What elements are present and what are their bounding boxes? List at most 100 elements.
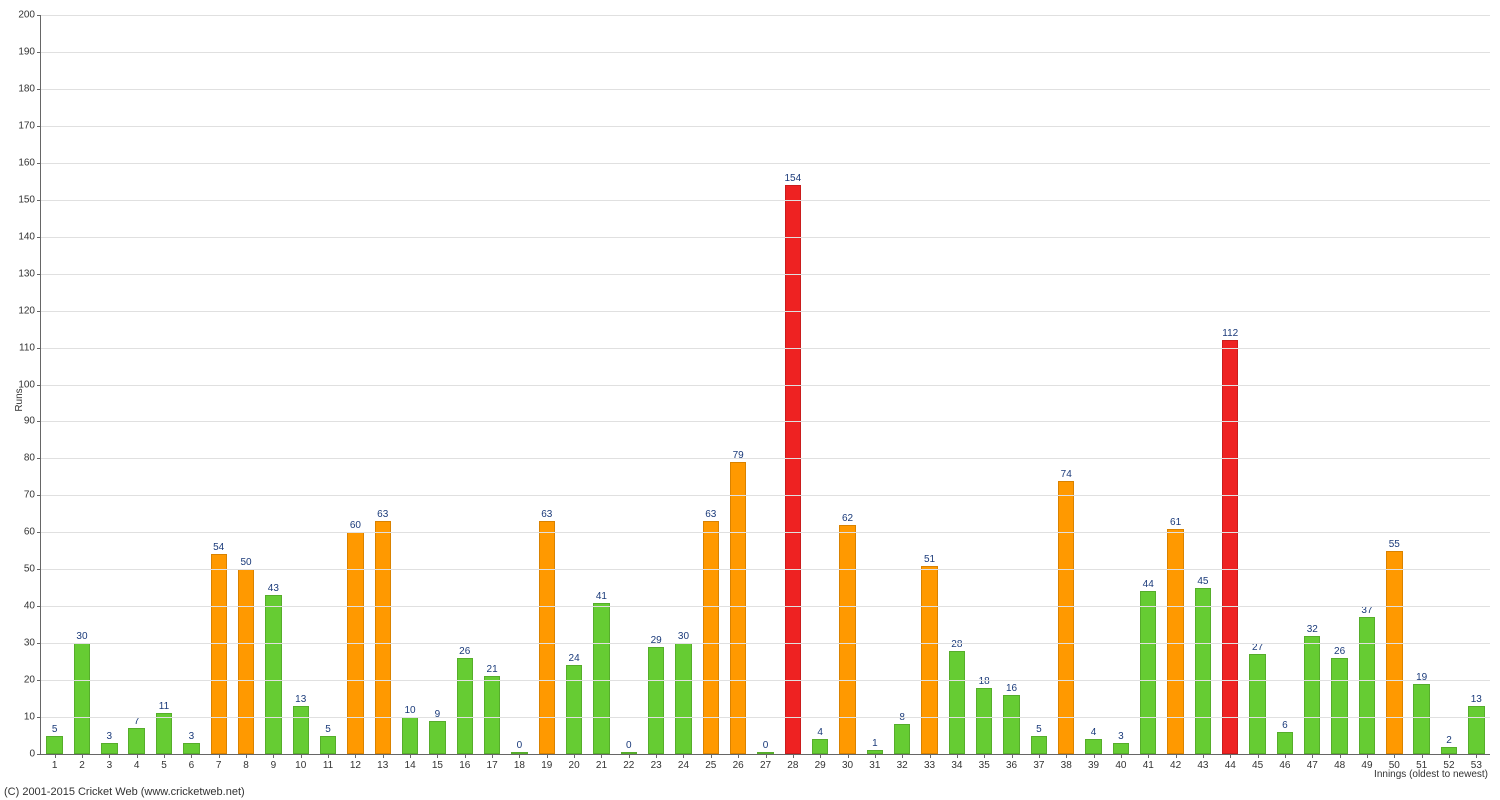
x-tick-mark bbox=[711, 754, 712, 758]
bar-value-label: 4 bbox=[817, 727, 823, 738]
x-tick-mark bbox=[766, 754, 767, 758]
y-tick-label: 90 bbox=[24, 416, 41, 427]
x-tick-mark bbox=[273, 754, 274, 758]
x-tick-mark bbox=[1258, 754, 1259, 758]
x-tick-mark bbox=[1148, 754, 1149, 758]
x-tick-mark bbox=[1121, 754, 1122, 758]
bar-value-label: 61 bbox=[1170, 517, 1181, 528]
x-tick-label: 35 bbox=[979, 760, 990, 771]
x-tick-label: 1 bbox=[52, 760, 58, 771]
bar: 10 bbox=[402, 717, 418, 754]
bar: 2 bbox=[1441, 747, 1457, 754]
x-tick-mark bbox=[519, 754, 520, 758]
gridline bbox=[41, 89, 1490, 90]
bar-value-label: 60 bbox=[350, 520, 361, 531]
bar: 11 bbox=[156, 713, 172, 754]
bar: 5 bbox=[46, 736, 62, 754]
x-tick-mark bbox=[902, 754, 903, 758]
x-tick-label: 2 bbox=[79, 760, 85, 771]
bar: 112 bbox=[1222, 340, 1238, 754]
y-tick-label: 30 bbox=[24, 638, 41, 649]
bar-value-label: 0 bbox=[763, 740, 769, 751]
bar-value-label: 30 bbox=[76, 631, 87, 642]
bar-value-label: 74 bbox=[1061, 469, 1072, 480]
x-tick-label: 45 bbox=[1252, 760, 1263, 771]
y-tick-label: 20 bbox=[24, 675, 41, 686]
y-tick-label: 40 bbox=[24, 601, 41, 612]
x-tick-label: 4 bbox=[134, 760, 140, 771]
x-tick-mark bbox=[1422, 754, 1423, 758]
x-tick-mark bbox=[383, 754, 384, 758]
bar: 45 bbox=[1195, 588, 1211, 754]
bar-value-label: 26 bbox=[1334, 646, 1345, 657]
x-tick-mark bbox=[164, 754, 165, 758]
bar: 24 bbox=[566, 665, 582, 754]
bar-value-label: 44 bbox=[1143, 579, 1154, 590]
bar-value-label: 0 bbox=[626, 740, 632, 751]
bar: 55 bbox=[1386, 551, 1402, 754]
bar-value-label: 6 bbox=[1282, 720, 1288, 731]
bar-value-label: 26 bbox=[459, 646, 470, 657]
x-tick-mark bbox=[848, 754, 849, 758]
bar: 16 bbox=[1003, 695, 1019, 754]
x-tick-mark bbox=[930, 754, 931, 758]
x-tick-label: 20 bbox=[569, 760, 580, 771]
x-tick-mark bbox=[820, 754, 821, 758]
x-tick-label: 22 bbox=[623, 760, 634, 771]
bar: 4 bbox=[1085, 739, 1101, 754]
bar-value-label: 9 bbox=[435, 709, 441, 720]
x-tick-mark bbox=[738, 754, 739, 758]
x-tick-label: 33 bbox=[924, 760, 935, 771]
bar-value-label: 0 bbox=[517, 740, 523, 751]
gridline bbox=[41, 717, 1490, 718]
gridline bbox=[41, 606, 1490, 607]
x-tick-label: 21 bbox=[596, 760, 607, 771]
bar: 18 bbox=[976, 688, 992, 755]
bar-value-label: 55 bbox=[1389, 539, 1400, 550]
bar: 30 bbox=[675, 643, 691, 754]
x-tick-label: 46 bbox=[1279, 760, 1290, 771]
x-tick-mark bbox=[875, 754, 876, 758]
bar: 19 bbox=[1413, 684, 1429, 754]
bar: 63 bbox=[703, 521, 719, 754]
bar-value-label: 43 bbox=[268, 583, 279, 594]
x-tick-label: 5 bbox=[161, 760, 167, 771]
bar-value-label: 3 bbox=[107, 731, 113, 742]
gridline bbox=[41, 643, 1490, 644]
x-tick-label: 24 bbox=[678, 760, 689, 771]
x-tick-label: 16 bbox=[459, 760, 470, 771]
bar-value-label: 29 bbox=[651, 635, 662, 646]
x-tick-label: 18 bbox=[514, 760, 525, 771]
bar: 43 bbox=[265, 595, 281, 754]
bar-value-label: 50 bbox=[240, 557, 251, 568]
bar-value-label: 3 bbox=[1118, 731, 1124, 742]
bar: 37 bbox=[1359, 617, 1375, 754]
bar-value-label: 30 bbox=[678, 631, 689, 642]
bar: 41 bbox=[593, 603, 609, 754]
x-tick-mark bbox=[1476, 754, 1477, 758]
chart-container: Runs 53037113545043135606310926210632441… bbox=[0, 0, 1500, 800]
y-tick-label: 50 bbox=[24, 564, 41, 575]
x-tick-label: 19 bbox=[541, 760, 552, 771]
x-tick-mark bbox=[109, 754, 110, 758]
x-tick-label: 11 bbox=[323, 760, 333, 771]
x-tick-mark bbox=[547, 754, 548, 758]
x-tick-label: 14 bbox=[405, 760, 416, 771]
gridline bbox=[41, 311, 1490, 312]
x-tick-label: 34 bbox=[951, 760, 962, 771]
x-tick-mark bbox=[1176, 754, 1177, 758]
bar-value-label: 63 bbox=[541, 509, 552, 520]
y-tick-label: 100 bbox=[18, 379, 41, 390]
bar: 13 bbox=[1468, 706, 1484, 754]
x-tick-mark bbox=[1039, 754, 1040, 758]
bar-value-label: 154 bbox=[784, 173, 801, 184]
x-tick-mark bbox=[1340, 754, 1341, 758]
x-tick-label: 29 bbox=[815, 760, 826, 771]
bar: 26 bbox=[1331, 658, 1347, 754]
gridline bbox=[41, 421, 1490, 422]
x-tick-label: 32 bbox=[897, 760, 908, 771]
x-tick-label: 12 bbox=[350, 760, 361, 771]
bar: 7 bbox=[128, 728, 144, 754]
y-tick-label: 60 bbox=[24, 527, 41, 538]
bar-value-label: 5 bbox=[1036, 724, 1042, 735]
